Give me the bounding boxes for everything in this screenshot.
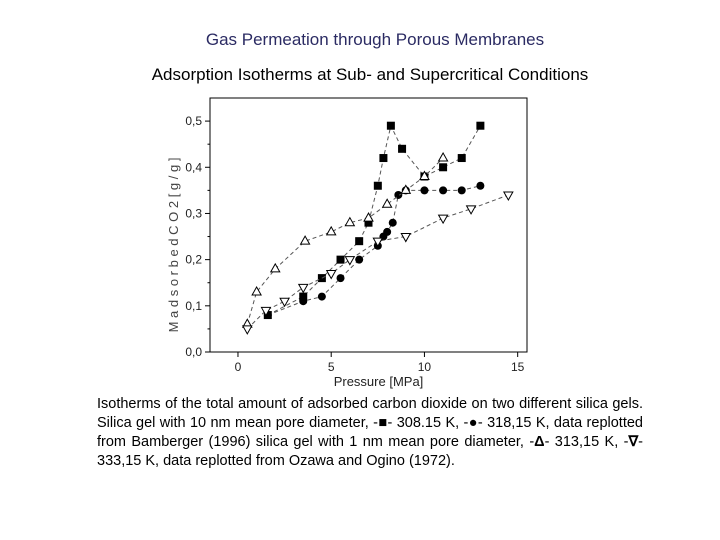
data-point-triangle-down xyxy=(502,191,514,202)
data-point-square xyxy=(355,237,364,246)
data-point-triangle-up xyxy=(363,212,374,222)
data-point-triangle-down xyxy=(465,205,477,215)
data-point-square xyxy=(457,154,466,163)
data-point-square xyxy=(379,154,388,163)
series-triangle-up xyxy=(241,152,449,328)
series-triangle-down xyxy=(241,191,514,335)
data-point-square xyxy=(336,255,345,264)
chart-labels: Pressure [MPa] M a d s o r b e d C O 2 [ … xyxy=(166,158,423,389)
data-point-circle xyxy=(336,274,345,283)
y-axis-label: M a d s o r b e d C O 2 [ g / g ] xyxy=(166,158,181,333)
data-point-triangle-down xyxy=(325,269,337,280)
data-point-circle xyxy=(420,186,429,195)
chart-series xyxy=(241,121,514,335)
series-line-triangle-down xyxy=(246,194,509,330)
data-point-square xyxy=(398,144,407,153)
x-tick-label: 0 xyxy=(235,360,242,374)
y-tick-label: 0,4 xyxy=(185,160,202,174)
data-point-triangle-down xyxy=(400,233,412,243)
page-subtitle: Adsorption Isotherms at Sub- and Supercr… xyxy=(151,65,589,84)
data-point-circle xyxy=(476,181,485,190)
data-point-square xyxy=(364,218,373,227)
data-point-triangle-down xyxy=(297,283,309,294)
legend-triangle-up-symbol: Δ xyxy=(534,434,545,450)
data-point-square xyxy=(476,121,485,130)
data-point-circle xyxy=(388,218,397,227)
y-tick-label: 0,2 xyxy=(185,253,202,267)
x-tick-label: 5 xyxy=(328,360,335,374)
x-tick-label: 15 xyxy=(511,360,525,374)
data-point-triangle-up xyxy=(381,198,393,208)
data-point-circle xyxy=(355,255,364,264)
series-circle xyxy=(263,181,485,320)
data-point-triangle-up xyxy=(299,235,311,245)
page-title: Gas Permeation through Porous Membranes xyxy=(205,30,545,49)
y-tick-label: 0,5 xyxy=(185,114,202,128)
data-point-triangle-down xyxy=(372,237,384,248)
data-point-triangle-up xyxy=(419,170,430,181)
plot-frame xyxy=(209,97,528,353)
data-point-triangle-down xyxy=(279,297,290,308)
legend-triangle-down-symbol: ∇ xyxy=(628,434,639,450)
data-point-triangle-up xyxy=(269,262,281,273)
series-line-triangle-up xyxy=(246,157,444,325)
data-point-circle xyxy=(383,227,392,236)
y-tick-label: 0,1 xyxy=(185,299,202,313)
data-point-square xyxy=(386,121,395,130)
data-point-triangle-down xyxy=(260,306,272,317)
data-point-triangle-up xyxy=(400,184,412,194)
data-point-circle xyxy=(317,292,326,301)
data-point-circle xyxy=(457,186,466,195)
data-point-square xyxy=(299,292,308,301)
data-point-triangle-up xyxy=(344,216,356,227)
caption-text-3: - 318,15 K, data replotted from Bamberge… xyxy=(97,415,643,450)
caption-text-5: - 333,15 K, data replotted from Ozawa an… xyxy=(97,434,643,469)
y-tick-label: 0,3 xyxy=(185,206,202,220)
x-tick-label: 10 xyxy=(418,360,432,374)
chart-axes: 0 5 10 15 0,0 0,1 0,2 0,3 0,4 0,5 xyxy=(185,97,528,374)
data-point-triangle-down xyxy=(437,214,449,225)
data-point-triangle-down xyxy=(241,325,253,335)
data-point-circle xyxy=(299,297,308,306)
data-point-triangle-up xyxy=(437,152,449,162)
caption-text-2: - 308.15 K, - xyxy=(387,415,469,431)
legend-square-symbol: ■ xyxy=(377,415,388,431)
data-point-square xyxy=(373,181,382,190)
data-point-triangle-up xyxy=(325,225,337,236)
legend-circle-symbol: ● xyxy=(468,415,478,431)
y-tick-label: 0,0 xyxy=(185,345,202,359)
data-point-circle xyxy=(439,186,448,195)
adsorption-isotherm-chart: 0 5 10 15 0,0 0,1 0,2 0,3 0,4 0,5 Pressure [MPa] M… xyxy=(166,97,528,389)
data-point-square xyxy=(439,163,448,172)
data-point-triangle-down xyxy=(344,256,356,266)
x-axis-label: Pressure [MPa] xyxy=(334,374,424,389)
figure-caption: Isotherms of the total amount of adsorbe… xyxy=(97,395,643,471)
series-square xyxy=(263,121,485,320)
caption-text-1: Isotherms of the total amount of adsorbe… xyxy=(97,396,643,431)
caption-text-4: - 313,15 K, - xyxy=(544,434,629,450)
data-point-triangle-up xyxy=(251,285,262,296)
